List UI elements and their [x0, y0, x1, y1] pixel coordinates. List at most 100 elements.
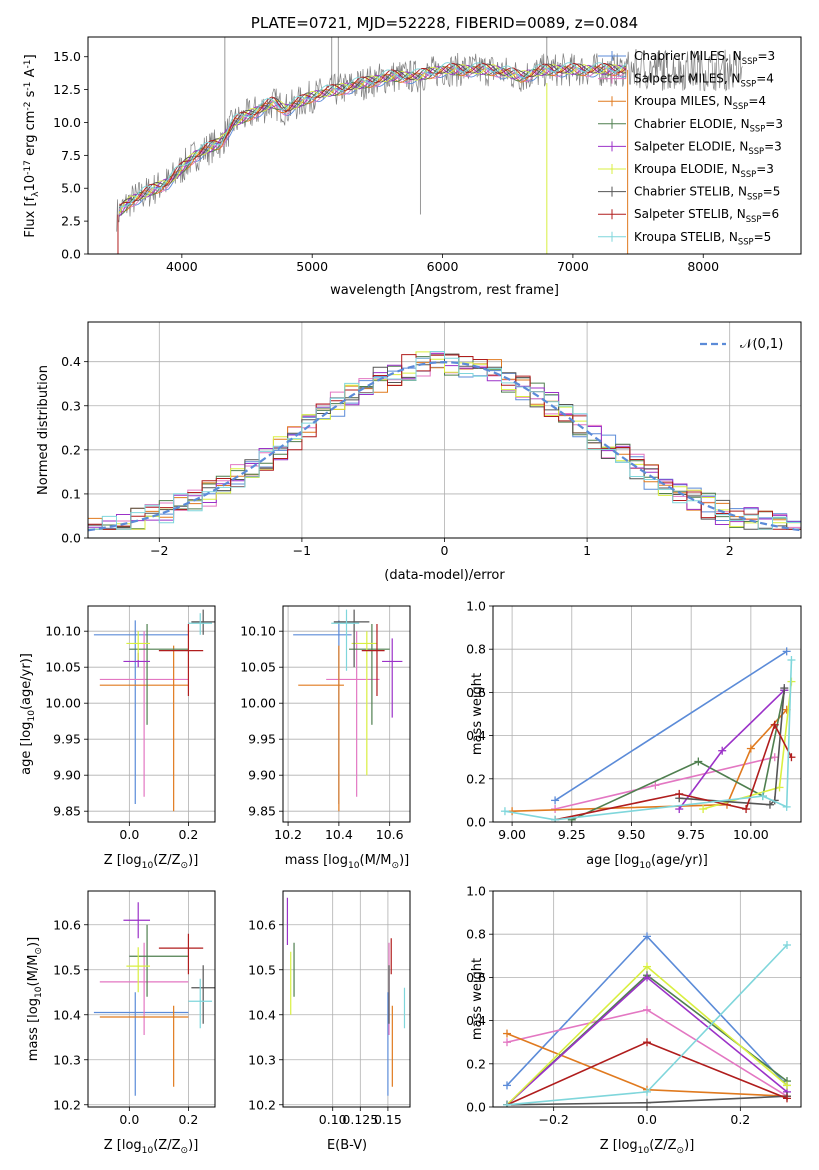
histogram-kroupa-stelib [88, 351, 801, 530]
y-tick-label: 10.10 [45, 624, 81, 639]
series-kroupa-miles [508, 705, 791, 816]
legend-label: Salpeter MILES, NSSP=4 [634, 72, 774, 89]
x-tick-label: 6000 [427, 259, 459, 274]
plot-area [500, 647, 796, 822]
series-line [554, 650, 788, 802]
errorbar-salpeter-stelib [361, 624, 385, 696]
series-line [571, 690, 786, 821]
series-chabrier-miles [551, 647, 791, 805]
series-line [679, 688, 786, 806]
y-tick-label: 0.0 [466, 815, 486, 830]
plot-area [88, 351, 801, 532]
series-kroupa-stelib [500, 656, 796, 822]
y-tick-label: 0.0 [61, 531, 81, 546]
x-axis-label: mass [log10(M/M⊙)] [285, 853, 409, 871]
x-axis-label: Z [log10(Z/Z⊙)] [104, 853, 199, 871]
errorbar-kroupa-miles [99, 645, 189, 812]
errorbar-chabrier-stelib [333, 609, 370, 668]
y-tick-label: 0.4 [61, 354, 81, 369]
errorbar-chabrier-elodie [349, 624, 390, 725]
errorbar-salpeter-stelib [158, 624, 204, 696]
y-tick-label: 1.0 [466, 599, 486, 614]
y-tick-label: 7.5 [61, 148, 81, 163]
panel-mass-vs-Z: 0.0 0.2 10.2 10.3 10.4 10.5 10.6 Z [log10(Z/Z⊙)… [26, 890, 216, 1156]
errorbar-salpeter-elodie [123, 902, 151, 939]
x-tick-label: 10.6 [376, 827, 404, 842]
model-chabrier-stelib [118, 63, 627, 209]
errorbar-salpeter-miles [326, 631, 380, 797]
x-tick-label: 0.15 [374, 1112, 402, 1127]
series-kroupa-elodie [503, 962, 791, 1107]
y-tick-label: 10.10 [240, 624, 276, 639]
y-tick-label: 0.6 [466, 970, 486, 985]
y-tick-label: 10.5 [248, 962, 276, 977]
axes-frame [87, 605, 216, 823]
series-kroupa-stelib [503, 941, 791, 1107]
panel-weight-vs-age: 9.00 9.25 9.50 9.75 10.00 0.0 0.2 0.4 0.6 0.8 1.0 a… [466, 599, 802, 871]
panel-age-vs-Z: 0.0 0.2 9.85 9.90 9.95 10.00 10.05 10.10 Z [log1… [19, 605, 216, 871]
y-tick-label: 0.6 [466, 685, 486, 700]
x-tick-label: 8000 [687, 259, 719, 274]
legend-label: Salpeter STELIB, NSSP=6 [634, 207, 779, 224]
y-tick-label: 10.4 [248, 1007, 276, 1022]
plot-area [116, 37, 743, 254]
x-tick-label: 2 [726, 543, 734, 558]
y-axis-label: mass weight [470, 958, 485, 1040]
axes-frame [87, 890, 216, 1108]
panel-spectrum: 4000 5000 6000 7000 8000 0.0 2.5 5.0 7.5 10.0 12.5… [23, 14, 802, 298]
series-chabrier-stelib [675, 684, 789, 809]
y-tick-label: 10.3 [248, 1052, 276, 1067]
y-tick-label: 9.90 [53, 768, 81, 783]
y-tick-label: 12.5 [53, 82, 81, 97]
y-tick-label: 10.5 [53, 962, 81, 977]
legend-label: Chabrier MILES, NSSP=3 [634, 49, 775, 66]
series-salpeter-miles [503, 1005, 791, 1101]
errorbar-chabrier-elodie [129, 924, 189, 997]
panel-age-vs-mass: 10.2 10.4 10.6 9.85 9.90 9.95 10.00 10.05 10.10 m… [240, 605, 411, 871]
y-tick-label: 10.00 [240, 696, 276, 711]
y-tick-label: 10.0 [53, 115, 81, 130]
x-axis-label: Z [log10(Z/Z⊙)] [600, 1138, 695, 1156]
x-axis-label: (data-model)/error [384, 568, 505, 583]
plot-area [293, 609, 403, 812]
y-tick-label: 15.0 [53, 49, 81, 64]
x-tick-label: 9.75 [677, 827, 705, 842]
y-tick-label: 1.0 [466, 884, 486, 899]
y-tick-label: 0.2 [466, 771, 486, 786]
y-tick-label: 0.4 [466, 728, 486, 743]
y-tick-label: 10.00 [45, 696, 81, 711]
y-tick-label: 0.1 [61, 486, 81, 501]
errorbar-salpeter-elodie [123, 652, 151, 668]
axes-frame [492, 605, 802, 823]
legend-label: Kroupa MILES, NSSP=4 [634, 94, 766, 111]
y-tick-label: 10.05 [240, 660, 276, 675]
y-tick-label: 0.0 [466, 1100, 486, 1115]
errorbar-kroupa-elodie [351, 631, 377, 776]
y-tick-label: 0.2 [466, 1056, 486, 1071]
x-tick-label: 0.2 [178, 1112, 198, 1127]
x-tick-label: 0.0 [119, 1112, 139, 1127]
y-tick-label: 10.3 [53, 1052, 81, 1067]
y-tick-label: 10.6 [248, 917, 276, 932]
series-line [512, 709, 788, 812]
legend-label: Kroupa STELIB, NSSP=5 [634, 230, 771, 247]
y-tick-label: 10.2 [248, 1097, 276, 1112]
errorbar-kroupa-miles [298, 645, 344, 812]
model-kroupa-stelib [119, 62, 627, 208]
y-axis-label: mass weight [470, 673, 485, 755]
x-axis-label: age [log10(age/yr)] [586, 853, 708, 871]
y-tick-label: 0.8 [466, 927, 486, 942]
y-axis-label: mass [log10(M/M⊙)] [26, 937, 44, 1061]
plot-area [286, 897, 406, 1096]
x-tick-label: 1 [583, 543, 591, 558]
x-tick-label: −0.2 [538, 1112, 568, 1127]
x-tick-label: 10.2 [274, 827, 302, 842]
model-kroupa-elodie [118, 64, 627, 214]
y-tick-label: 0.2 [61, 442, 81, 457]
errorbar-salpeter-miles [99, 631, 189, 797]
x-tick-label: −2 [150, 543, 168, 558]
errorbar-chabrier-miles [293, 620, 352, 804]
y-tick-label: 9.95 [248, 732, 276, 747]
